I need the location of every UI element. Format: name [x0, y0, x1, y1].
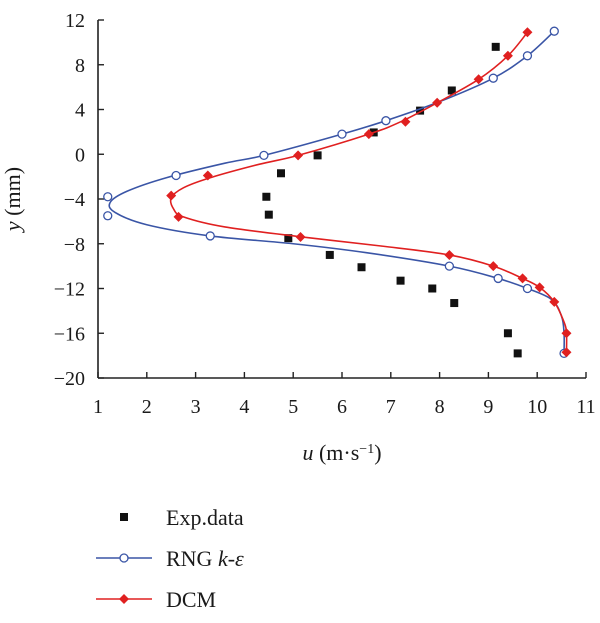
- legend-label-part: k: [218, 546, 229, 571]
- data-point: [337, 129, 347, 139]
- data-point: [428, 284, 437, 293]
- data-point: [488, 73, 498, 83]
- data-point: [416, 106, 425, 115]
- data-point: [549, 26, 559, 36]
- data-point: [259, 150, 269, 161]
- y-tick-label: −20: [54, 368, 85, 390]
- x-tick-label: 2: [142, 396, 152, 418]
- data-point: [444, 249, 455, 260]
- data-point: [561, 347, 572, 358]
- x-axis-unit-exponent: −1: [359, 442, 374, 457]
- data-point: [103, 192, 113, 202]
- y-tick-label: 4: [75, 100, 85, 122]
- legend-label-part: ε: [235, 546, 244, 571]
- data-point: [534, 282, 545, 293]
- x-tick-label: 3: [191, 396, 201, 418]
- data-point: [166, 190, 177, 201]
- data-point: [103, 211, 113, 221]
- data-point: [513, 349, 522, 358]
- data-point: [503, 329, 512, 338]
- data-point: [473, 74, 484, 85]
- data-point: [502, 50, 513, 61]
- data-point: [493, 273, 503, 284]
- data-point: [313, 151, 322, 160]
- x-tick-label: 10: [527, 396, 547, 418]
- x-tick-label: 7: [386, 396, 396, 418]
- y-tick-label: −8: [64, 234, 85, 256]
- data-point: [522, 51, 533, 61]
- legend-marker: [119, 594, 129, 604]
- data-point: [432, 97, 443, 108]
- data-point: [295, 232, 306, 243]
- plot-area: [103, 26, 572, 359]
- x-axis-title: u (m·s−1): [302, 440, 381, 465]
- series-dcm: [166, 27, 572, 358]
- x-tick-label: 8: [435, 396, 445, 418]
- data-point: [561, 328, 572, 339]
- legend-marker: [119, 553, 129, 563]
- y-tick-label: −16: [54, 323, 85, 345]
- x-axis-unit: (m·s: [313, 440, 359, 465]
- data-point: [202, 170, 213, 181]
- data-point: [447, 86, 456, 95]
- y-tick-label: 8: [75, 55, 85, 77]
- data-point: [293, 150, 304, 161]
- y-tick-label: −12: [54, 279, 85, 301]
- legend-item-dcm: DCM: [96, 587, 216, 612]
- legend: Exp.data RNG k-ε DCM: [96, 505, 244, 612]
- data-point: [264, 210, 273, 219]
- x-tick-label: 4: [239, 396, 249, 418]
- legend-item-exp-data: Exp.data: [120, 505, 244, 530]
- data-point: [491, 42, 500, 51]
- data-point: [262, 192, 271, 201]
- x-tick-label: 6: [337, 396, 347, 418]
- data-point: [205, 231, 215, 241]
- legend-label: RNG k-ε: [166, 546, 244, 571]
- y-axis-title: y (mm): [0, 167, 25, 233]
- data-point: [517, 273, 528, 284]
- legend-label: DCM: [166, 587, 216, 612]
- data-point: [363, 129, 374, 140]
- data-point: [381, 116, 391, 126]
- legend-label-part: RNG: [166, 546, 218, 571]
- series-exp-data: [262, 42, 522, 358]
- x-tick-label: 5: [288, 396, 298, 418]
- x-axis-var: u: [302, 440, 313, 465]
- legend-label-part: -: [228, 546, 235, 571]
- x-ticks: 1 2 3 4 5 6 7 8 9 10 11: [93, 372, 596, 418]
- data-point: [400, 116, 411, 127]
- data-point: [549, 296, 560, 307]
- x-tick-label: 11: [576, 396, 595, 418]
- series-line-dcm: [169, 31, 568, 353]
- legend-marker: [120, 513, 128, 521]
- data-point: [325, 250, 334, 259]
- y-tick-label: 0: [75, 144, 85, 166]
- x-tick-label: 9: [483, 396, 493, 418]
- series-rng-k: [103, 26, 569, 359]
- data-point: [450, 299, 459, 308]
- data-point: [522, 27, 533, 38]
- data-point: [277, 169, 285, 178]
- y-tick-label: 12: [65, 10, 85, 32]
- legend-item-rng-k: RNG k-ε: [96, 546, 244, 571]
- y-ticks: 12 8 4 0 −4 −8 −12 −16 −20: [54, 10, 104, 390]
- data-point: [522, 283, 533, 294]
- y-axis-var: y: [0, 221, 25, 233]
- legend-label: Exp.data: [166, 505, 244, 530]
- data-point: [444, 261, 455, 271]
- data-point: [488, 261, 499, 272]
- data-point: [173, 211, 184, 222]
- x-tick-label: 1: [93, 396, 103, 418]
- data-point: [396, 276, 405, 285]
- data-point: [171, 170, 181, 181]
- data-point: [284, 234, 293, 243]
- y-tick-label: −4: [64, 189, 85, 211]
- data-point: [357, 263, 366, 272]
- y-axis-unit: (mm): [0, 167, 25, 221]
- x-axis-unit-close: ): [374, 440, 381, 465]
